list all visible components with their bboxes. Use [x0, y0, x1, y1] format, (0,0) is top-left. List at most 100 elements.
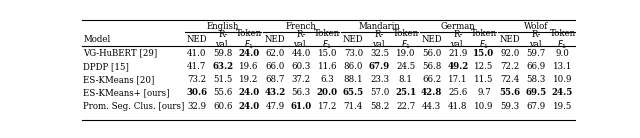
Text: 21.9: 21.9: [448, 49, 468, 58]
Text: 47.9: 47.9: [266, 102, 285, 111]
Text: NED: NED: [343, 35, 364, 44]
Text: 59.3: 59.3: [500, 102, 520, 111]
Text: 44.0: 44.0: [291, 49, 311, 58]
Text: DPDP [15]: DPDP [15]: [83, 62, 129, 71]
Text: 15.0: 15.0: [317, 49, 337, 58]
Text: 58.3: 58.3: [527, 75, 546, 84]
Text: 17.1: 17.1: [448, 75, 468, 84]
Text: 25.1: 25.1: [395, 88, 416, 97]
Text: 66.9: 66.9: [527, 62, 546, 71]
Text: 67.9: 67.9: [369, 62, 390, 71]
Text: 11.5: 11.5: [474, 75, 494, 84]
Text: 71.4: 71.4: [344, 102, 363, 111]
Text: ES-KMeans+ [ours]: ES-KMeans+ [ours]: [83, 88, 170, 97]
Text: 19.6: 19.6: [239, 62, 259, 71]
Text: 41.8: 41.8: [448, 102, 468, 111]
Text: 63.2: 63.2: [212, 62, 234, 71]
Text: 24.0: 24.0: [238, 49, 259, 58]
Text: NED: NED: [265, 35, 285, 44]
Text: 43.2: 43.2: [264, 88, 285, 97]
Text: 61.0: 61.0: [291, 102, 312, 111]
Text: 42.8: 42.8: [421, 88, 442, 97]
Text: 25.6: 25.6: [448, 88, 468, 97]
Text: 67.9: 67.9: [527, 102, 546, 111]
Text: 73.0: 73.0: [344, 49, 363, 58]
Text: German: German: [440, 22, 476, 31]
Text: 32.5: 32.5: [370, 49, 389, 58]
Text: 10.9: 10.9: [474, 102, 494, 111]
Text: 6.3: 6.3: [321, 75, 334, 84]
Text: 73.2: 73.2: [187, 75, 206, 84]
Text: 19.5: 19.5: [553, 102, 572, 111]
Text: 65.5: 65.5: [343, 88, 364, 97]
Text: 59.7: 59.7: [527, 49, 546, 58]
Text: 24.0: 24.0: [238, 102, 259, 111]
Text: 72.4: 72.4: [500, 75, 520, 84]
Text: 86.0: 86.0: [344, 62, 363, 71]
Text: English: English: [207, 22, 239, 31]
Text: 51.5: 51.5: [213, 75, 232, 84]
Text: R-
val.: R- val.: [215, 30, 230, 49]
Text: 22.7: 22.7: [396, 102, 415, 111]
Text: Wolof: Wolof: [524, 22, 548, 31]
Text: Token
$F_1$: Token $F_1$: [471, 29, 497, 51]
Text: 30.6: 30.6: [186, 88, 207, 97]
Text: Token
$F_1$: Token $F_1$: [392, 29, 419, 51]
Text: R-
val.: R- val.: [294, 30, 309, 49]
Text: ES-KMeans [20]: ES-KMeans [20]: [83, 75, 155, 84]
Text: 57.0: 57.0: [370, 88, 389, 97]
Text: 37.2: 37.2: [292, 75, 310, 84]
Text: 41.7: 41.7: [187, 62, 206, 71]
Text: 44.3: 44.3: [422, 102, 442, 111]
Text: Token
$F_1$: Token $F_1$: [549, 29, 575, 51]
Text: 9.0: 9.0: [556, 49, 570, 58]
Text: 58.2: 58.2: [370, 102, 389, 111]
Text: 12.5: 12.5: [474, 62, 493, 71]
Text: 56.8: 56.8: [422, 62, 442, 71]
Text: R-
val.: R- val.: [450, 30, 466, 49]
Text: 20.0: 20.0: [317, 88, 338, 97]
Text: 32.9: 32.9: [187, 102, 206, 111]
Text: 68.7: 68.7: [266, 75, 285, 84]
Text: NED: NED: [500, 35, 520, 44]
Text: R-
val.: R- val.: [529, 30, 544, 49]
Text: 15.0: 15.0: [474, 49, 495, 58]
Text: Mandarin: Mandarin: [358, 22, 401, 31]
Text: NED: NED: [422, 35, 442, 44]
Text: 62.0: 62.0: [266, 49, 285, 58]
Text: 55.6: 55.6: [500, 88, 521, 97]
Text: 55.6: 55.6: [213, 88, 232, 97]
Text: 13.1: 13.1: [553, 62, 572, 71]
Text: 9.7: 9.7: [477, 88, 491, 97]
Text: R-
val.: R- val.: [372, 30, 387, 49]
Text: 56.3: 56.3: [292, 88, 310, 97]
Text: Token
$F_1$: Token $F_1$: [314, 29, 340, 51]
Text: 69.5: 69.5: [525, 88, 547, 97]
Text: 66.2: 66.2: [422, 75, 442, 84]
Text: VG-HuBERT [29]: VG-HuBERT [29]: [83, 49, 157, 58]
Text: Model: Model: [83, 35, 111, 44]
Text: 17.2: 17.2: [317, 102, 337, 111]
Text: 19.2: 19.2: [239, 75, 259, 84]
Text: 60.6: 60.6: [213, 102, 232, 111]
Text: 41.0: 41.0: [187, 49, 206, 58]
Text: 49.2: 49.2: [447, 62, 468, 71]
Text: NED: NED: [186, 35, 207, 44]
Text: 72.2: 72.2: [500, 62, 520, 71]
Text: 24.5: 24.5: [396, 62, 415, 71]
Text: Prom. Seg. Clus. [ours]: Prom. Seg. Clus. [ours]: [83, 102, 185, 111]
Text: 24.5: 24.5: [552, 88, 573, 97]
Text: 60.3: 60.3: [291, 62, 311, 71]
Text: 59.8: 59.8: [213, 49, 232, 58]
Text: 10.9: 10.9: [553, 75, 572, 84]
Text: 8.1: 8.1: [399, 75, 413, 84]
Text: 56.0: 56.0: [422, 49, 442, 58]
Text: 23.3: 23.3: [370, 75, 389, 84]
Text: 92.0: 92.0: [500, 49, 520, 58]
Text: Token
$F_1$: Token $F_1$: [236, 29, 262, 51]
Text: 24.0: 24.0: [238, 88, 259, 97]
Text: 66.0: 66.0: [266, 62, 285, 71]
Text: 19.0: 19.0: [396, 49, 415, 58]
Text: 88.1: 88.1: [344, 75, 364, 84]
Text: 11.6: 11.6: [317, 62, 337, 71]
